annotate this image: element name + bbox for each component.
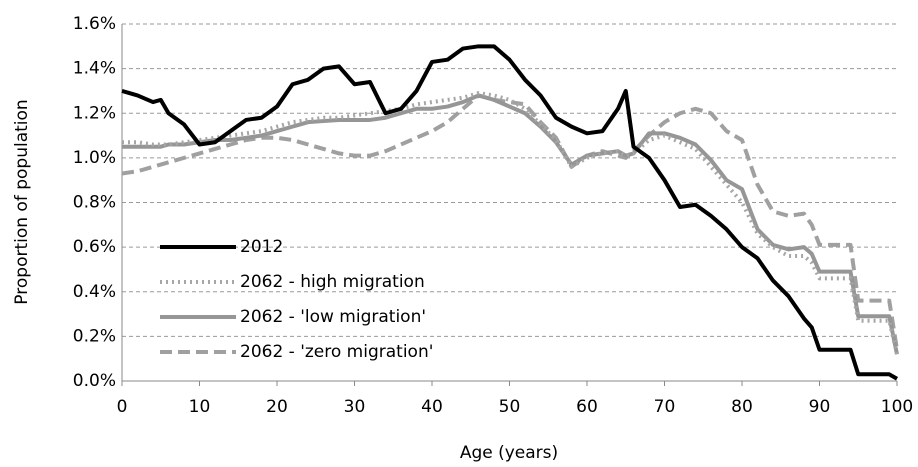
x-tick-label: 40 [421, 397, 443, 417]
legend-label: 2012 [240, 237, 283, 257]
y-tick-label: 0.6% [73, 237, 116, 257]
series-line [121, 93, 899, 351]
x-axis-label: Age (years) [460, 443, 558, 463]
y-tick-label: 0.2% [73, 326, 116, 346]
y-tick-label: 0.0% [73, 371, 116, 391]
x-tick-label: 20 [266, 397, 288, 417]
series-line [122, 91, 899, 355]
y-axis-label: Proportion of population [12, 99, 32, 304]
y-tick-label: 1.0% [73, 148, 116, 168]
x-tick-label: 10 [189, 397, 211, 417]
x-tick-label: 30 [344, 397, 366, 417]
y-tick-label: 1.4% [73, 59, 116, 79]
series-line [122, 93, 899, 355]
x-tick-label: 90 [809, 397, 831, 417]
y-tick-label: 0.4% [73, 282, 116, 302]
y-tick-label: 1.6% [73, 14, 116, 34]
y-tick-label: 0.8% [73, 193, 116, 213]
series-line [121, 44, 898, 381]
x-tick-label: 60 [576, 397, 598, 417]
legend-label: 2062 - 'zero migration' [240, 342, 433, 362]
y-tick-label: 1.2% [73, 103, 116, 123]
x-tick-label: 0 [117, 397, 128, 417]
legend-label: 2062 - 'low migration' [240, 307, 426, 327]
x-tick-label: 80 [731, 397, 753, 417]
x-tick-label: 100 [881, 397, 913, 417]
x-tick-label: 50 [499, 397, 521, 417]
x-tick-label: 70 [654, 397, 676, 417]
legend-label: 2062 - high migration [240, 272, 425, 292]
